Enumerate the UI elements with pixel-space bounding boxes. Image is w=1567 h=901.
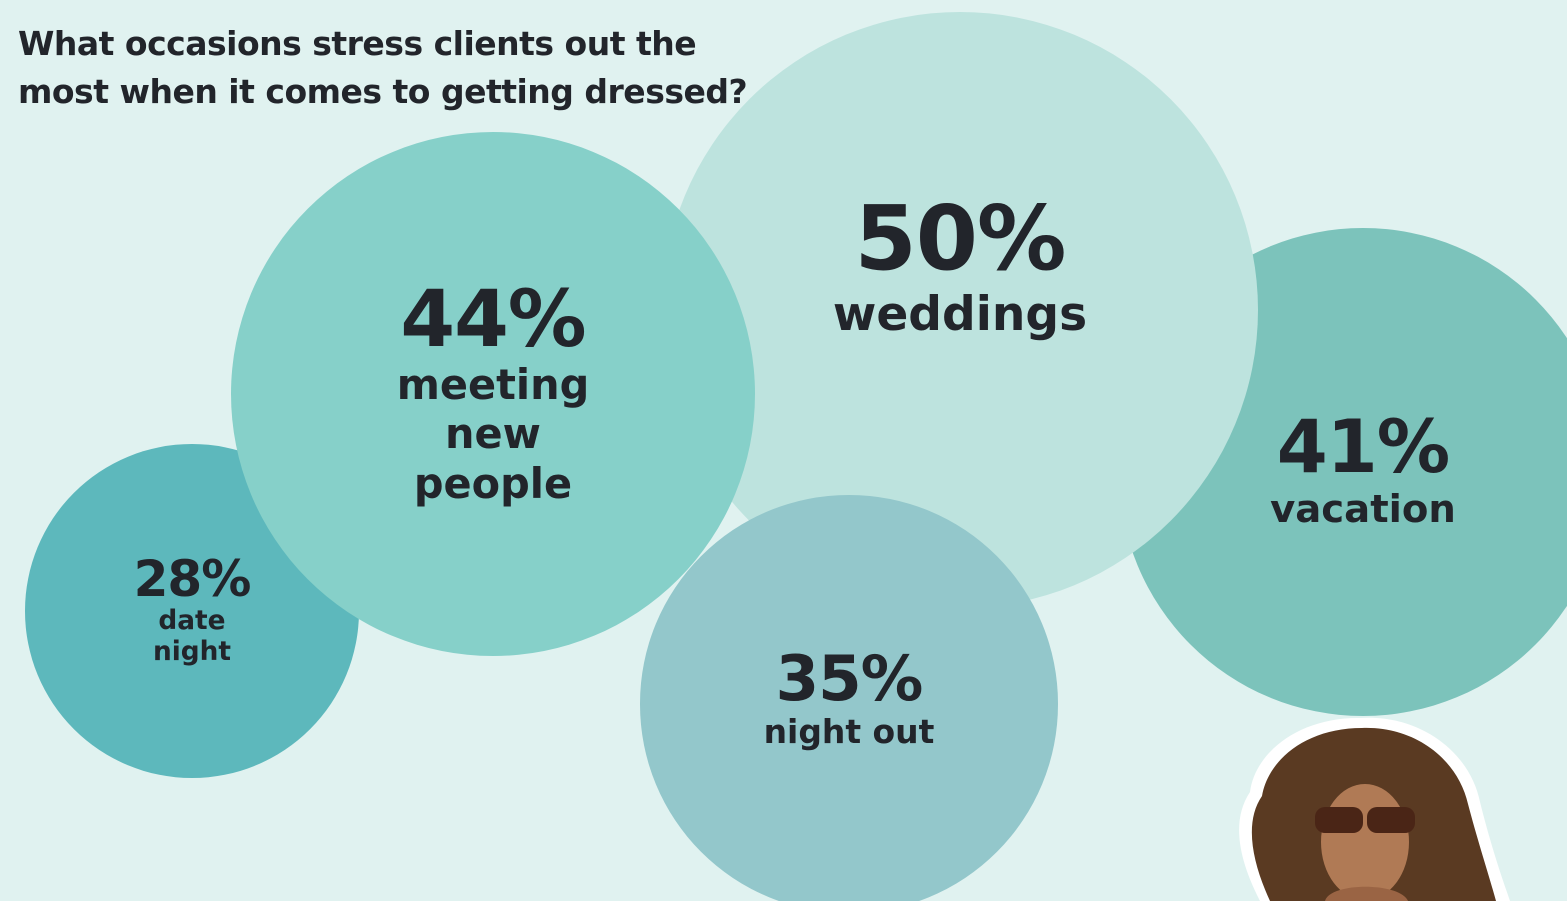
value-label: 28% xyxy=(133,550,252,609)
bubble: 50% weddings xyxy=(662,12,1258,608)
bubble: 44% meeting new people xyxy=(230,131,756,657)
category-label: meeting new people xyxy=(396,360,590,509)
value-label: 41% xyxy=(1276,405,1450,491)
value-label: 44% xyxy=(400,273,586,366)
category-label: date night xyxy=(152,605,231,668)
value-label: 35% xyxy=(775,642,924,716)
value-label: 50% xyxy=(854,187,1067,292)
category-label: weddings xyxy=(832,286,1088,342)
category-label: vacation xyxy=(1270,487,1456,533)
category-label: night out xyxy=(763,711,935,751)
photo-cutout xyxy=(1239,717,1510,901)
chart-title: What occasions stress clients out the mo… xyxy=(18,24,748,111)
bubble: 35% night out xyxy=(640,495,1058,901)
